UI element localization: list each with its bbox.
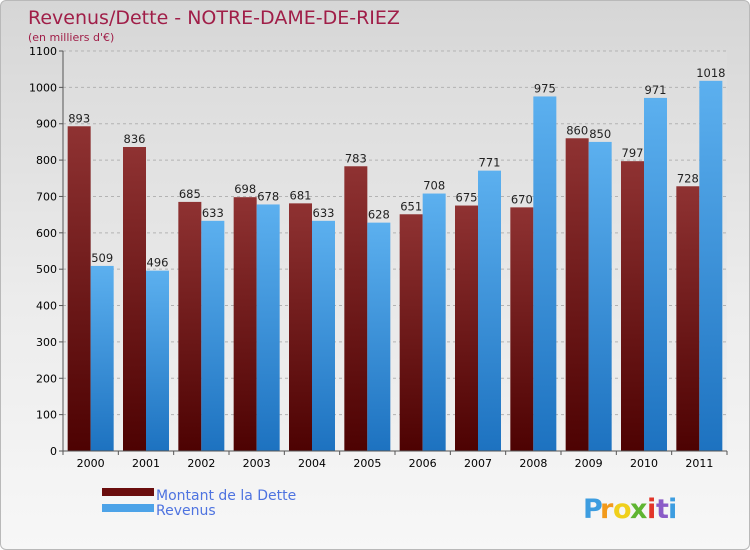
- bar-revenue: [533, 96, 557, 452]
- logo-letter: P: [583, 494, 603, 525]
- x-tick-label: 2010: [630, 457, 658, 470]
- value-label: 651: [400, 199, 422, 213]
- y-tick-label: 600: [36, 227, 57, 240]
- logo-letter: i: [647, 494, 656, 525]
- proxiti-logo: Pr ox i t i: [583, 494, 677, 525]
- value-label: 893: [68, 111, 90, 125]
- bar-revenue: [312, 220, 335, 451]
- y-tick-label: 700: [36, 190, 57, 203]
- x-tick-label: 2003: [243, 457, 271, 470]
- bar-debt: [344, 166, 368, 452]
- bar-debt: [123, 147, 146, 451]
- legend-swatch-revenue: [102, 504, 154, 512]
- value-label: 971: [645, 83, 667, 97]
- logo-letter: x: [630, 494, 647, 525]
- value-label: 860: [566, 123, 588, 137]
- x-tick-label: 2008: [519, 457, 547, 470]
- bar-debt: [565, 138, 589, 452]
- value-label: 628: [368, 208, 390, 222]
- y-tick-label: 1000: [29, 81, 57, 94]
- bar-revenue: [367, 222, 391, 451]
- bar-debt: [455, 205, 478, 451]
- y-axis: 0 100 200 300 400 500 600 700 800 900 1000 1100: [29, 45, 64, 458]
- bar-revenue: [256, 204, 280, 451]
- value-label: 728: [677, 171, 699, 185]
- y-tick-label: 500: [36, 263, 57, 276]
- bar-debt: [510, 207, 534, 451]
- bar-revenue: [478, 170, 501, 452]
- logo-letter: o: [613, 494, 632, 525]
- value-label: 836: [124, 132, 146, 146]
- value-label: 685: [179, 187, 201, 201]
- value-label: 698: [234, 182, 256, 196]
- value-label: 1018: [696, 66, 725, 80]
- logo-letter: r: [600, 494, 614, 525]
- legend-swatch-debt: [102, 488, 154, 496]
- legend-label-revenue: Revenus: [156, 503, 216, 519]
- y-tick-label: 0: [50, 445, 57, 458]
- bars: [67, 80, 723, 452]
- chart-title: Revenus/Dette - NOTRE-DAME-DE-RIEZ: [28, 7, 400, 29]
- value-label: 633: [202, 206, 224, 220]
- x-tick-label: 2009: [575, 457, 603, 470]
- y-tick-label: 100: [36, 409, 57, 422]
- value-label: 496: [147, 256, 169, 270]
- value-label: 797: [622, 146, 644, 160]
- chart-subtitle: (en milliers d'€): [28, 31, 114, 44]
- bar-debt: [621, 161, 644, 451]
- bar-revenue: [146, 270, 169, 451]
- value-label: 675: [456, 191, 478, 205]
- x-tick-label: 2011: [685, 457, 713, 470]
- x-tick-label: 2001: [132, 457, 160, 470]
- bar-debt: [289, 203, 312, 451]
- bar-debt: [676, 186, 700, 452]
- value-label: 681: [290, 188, 312, 202]
- value-label: 633: [313, 206, 335, 220]
- y-tick-label: 400: [36, 300, 57, 313]
- x-tick-label: 2005: [353, 457, 381, 470]
- logo-letter: i: [668, 494, 677, 525]
- bar-revenue: [699, 80, 723, 452]
- bar-debt: [233, 197, 257, 451]
- y-tick-label: 300: [36, 336, 57, 349]
- bar-revenue: [201, 220, 225, 451]
- bar-revenue: [644, 97, 667, 451]
- value-label: 975: [534, 81, 556, 95]
- y-tick-label: 900: [36, 118, 57, 131]
- bar-revenue: [588, 141, 612, 451]
- y-tick-label: 200: [36, 372, 57, 385]
- logo-letter: t: [656, 494, 669, 525]
- value-label: 850: [589, 127, 611, 141]
- bar-debt: [178, 201, 202, 451]
- legend-label-debt: Montant de la Dette: [156, 488, 296, 504]
- x-tick-label: 2006: [409, 457, 437, 470]
- value-label: 670: [511, 192, 533, 206]
- x-tick-label: 2004: [298, 457, 326, 470]
- x-tick-label: 2007: [464, 457, 492, 470]
- bar-revenue: [90, 265, 114, 451]
- x-tick-label: 2000: [77, 457, 105, 470]
- legend: Montant de la Dette Revenus: [102, 488, 296, 519]
- value-label: 708: [423, 179, 445, 193]
- value-label: 678: [257, 189, 279, 203]
- bar-debt: [399, 214, 423, 451]
- value-label: 771: [479, 156, 501, 170]
- x-tick-label: 2002: [187, 457, 215, 470]
- y-tick-label: 800: [36, 154, 57, 167]
- x-axis: 2000 2001 2002 2003 2004 2005 2006 2007 2008 2009…: [62, 450, 728, 470]
- gridlines: [63, 50, 727, 416]
- y-tick-label: 1100: [29, 45, 57, 58]
- value-label: 509: [91, 251, 113, 265]
- bar-debt: [67, 126, 91, 451]
- value-label: 783: [345, 151, 367, 165]
- bar-revenue: [422, 193, 446, 451]
- plot-area: [63, 51, 727, 451]
